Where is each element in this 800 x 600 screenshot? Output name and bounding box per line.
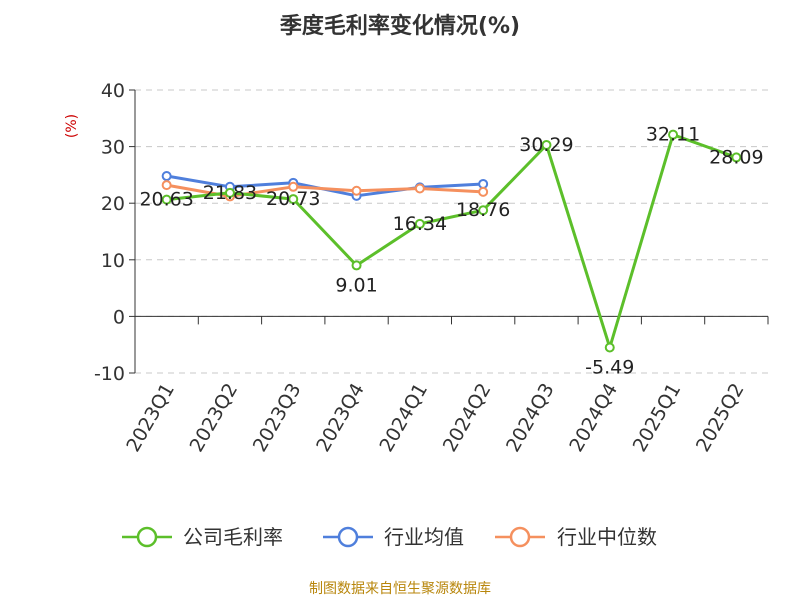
data-point xyxy=(478,178,489,189)
y-tick-label: 30 xyxy=(101,137,125,159)
x-tick-label: 2023Q1 xyxy=(122,380,179,456)
x-tick-label: 2025Q2 xyxy=(692,380,749,456)
x-tick-label: 2023Q2 xyxy=(186,380,243,456)
y-axis-label: (%) xyxy=(64,114,80,138)
y-tick-label: 10 xyxy=(101,250,125,272)
x-tick-label: 2024Q3 xyxy=(502,380,559,456)
data-label: 20.63 xyxy=(139,189,193,211)
data-label: 20.73 xyxy=(266,188,320,210)
data-point xyxy=(604,342,615,353)
data-label: 9.01 xyxy=(335,274,377,296)
legend-swatch-marker xyxy=(509,526,531,548)
y-tick-label: 0 xyxy=(113,306,125,328)
data-point xyxy=(541,139,552,150)
legend-item-1: 行业均值 xyxy=(323,525,464,549)
data-point xyxy=(224,187,235,198)
data-label: 18.76 xyxy=(456,199,510,221)
legend-label: 行业均值 xyxy=(384,525,464,549)
source-note: 制图数据来自恒生聚源数据库 xyxy=(309,581,491,597)
legend-swatch-marker xyxy=(337,526,359,548)
legend-label: 公司毛利率 xyxy=(183,525,283,549)
y-axis-ticks: -10 0 10 20 30 40 xyxy=(94,80,136,385)
data-labels: 20.63 21.83 20.73 9.01 16.34 18.76 30.29 -5.49 3… xyxy=(139,124,763,379)
legend-swatch-marker xyxy=(136,526,158,548)
legend-item-0: 公司毛利率 xyxy=(122,525,283,549)
x-tick-label: 2023Q3 xyxy=(249,380,306,456)
data-point xyxy=(161,171,172,182)
data-label: 30.29 xyxy=(519,134,573,156)
series-line xyxy=(166,133,737,349)
x-tick-label: 2025Q1 xyxy=(629,380,686,456)
data-point xyxy=(351,185,362,196)
data-label: -5.49 xyxy=(585,356,634,378)
series-group xyxy=(161,129,742,353)
series-0 xyxy=(161,129,742,353)
x-axis: 2023Q1 2023Q2 2023Q3 2023Q4 2024Q1 2024Q2 2024… xyxy=(122,315,769,456)
data-point xyxy=(288,181,299,192)
data-label: 21.83 xyxy=(203,182,257,204)
data-point xyxy=(478,205,489,216)
data-point xyxy=(478,186,489,197)
data-point xyxy=(414,218,425,229)
data-point xyxy=(414,183,425,194)
data-point xyxy=(731,152,742,163)
y-tick-label: 40 xyxy=(101,80,125,102)
x-tick-label: 2024Q4 xyxy=(565,380,622,456)
x-tick-label: 2024Q2 xyxy=(439,380,496,456)
x-tick-label: 2023Q4 xyxy=(312,380,369,456)
y-tick-label: -10 xyxy=(94,363,125,385)
data-label: 32.11 xyxy=(646,124,700,146)
data-label: 16.34 xyxy=(393,213,447,235)
legend-item-2: 行业中位数 xyxy=(495,525,657,549)
x-tick-label: 2024Q1 xyxy=(375,380,432,456)
data-point xyxy=(668,129,679,140)
legend-label: 行业中位数 xyxy=(557,525,657,549)
data-point xyxy=(288,194,299,205)
data-point xyxy=(161,194,172,205)
data-point xyxy=(351,260,362,271)
y-tick-label: 20 xyxy=(101,193,125,215)
chart-title: 季度毛利率变化情况(%) xyxy=(280,13,520,39)
data-label: 28.09 xyxy=(709,146,763,168)
data-point xyxy=(161,180,172,191)
legend: 公司毛利率 行业均值 行业中位数 xyxy=(122,525,657,549)
